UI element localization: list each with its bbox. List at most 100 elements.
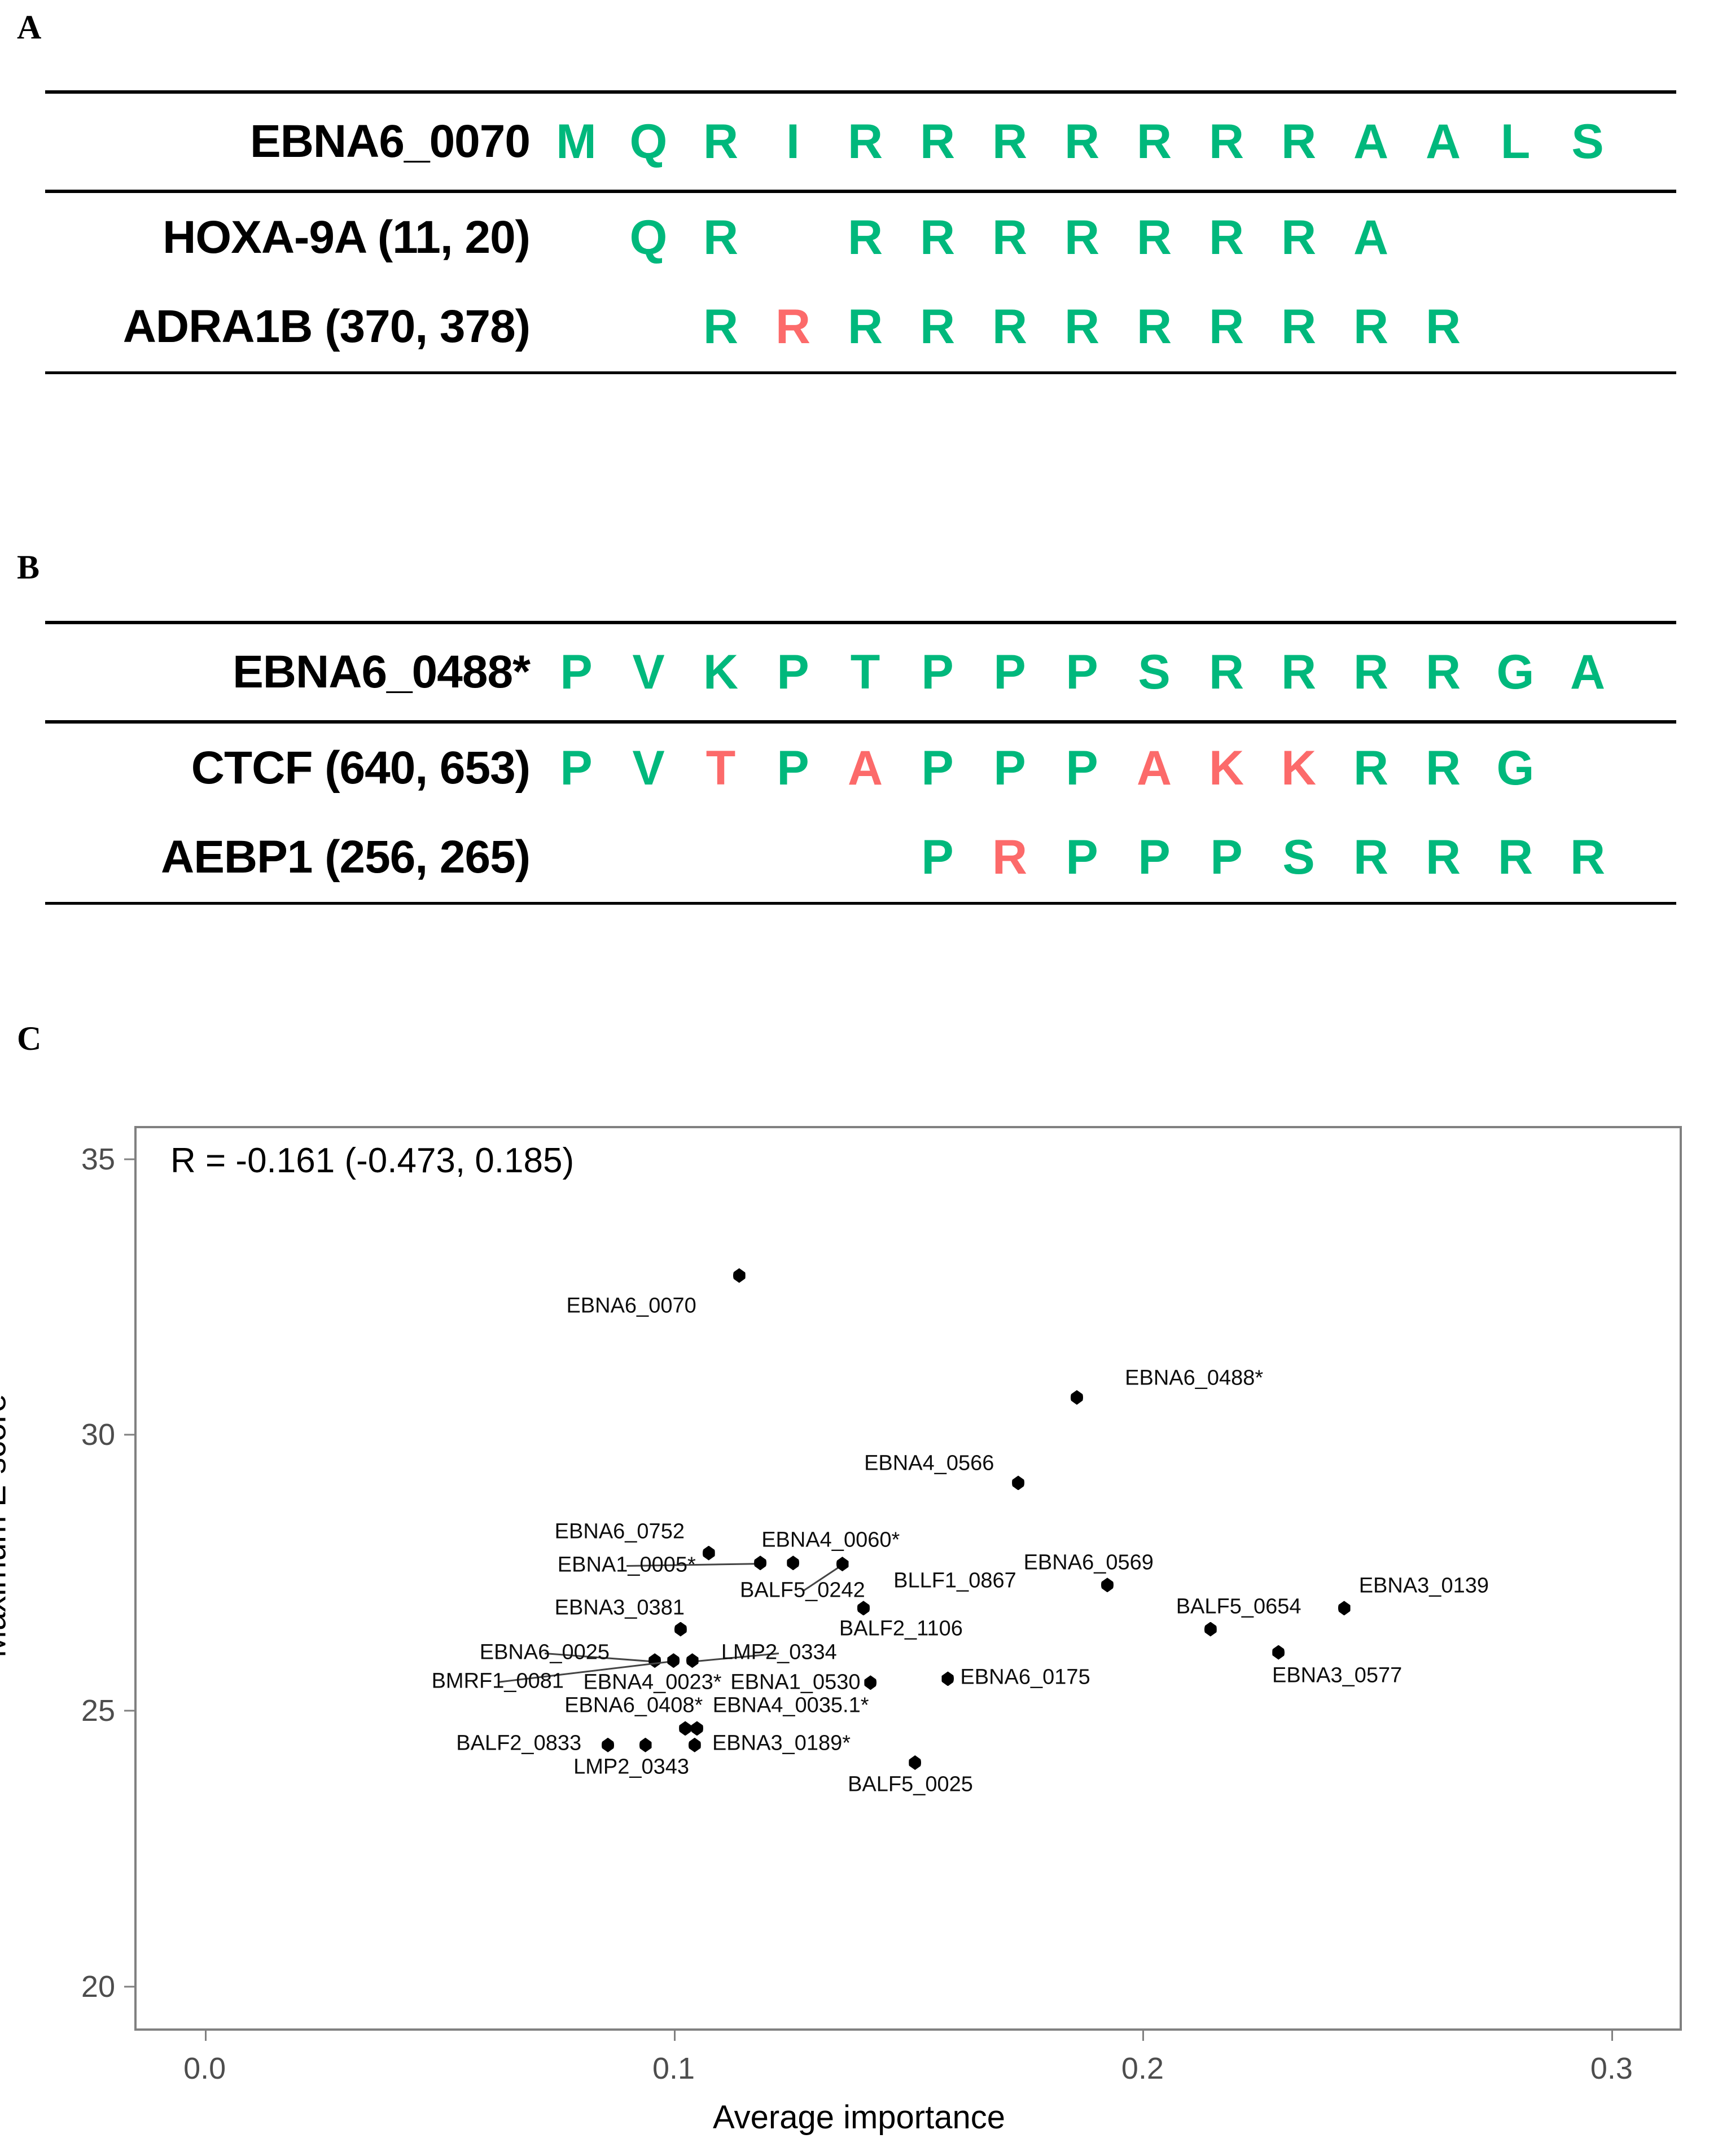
x-tick-label: 0.2 xyxy=(1121,2052,1164,2085)
residue: P xyxy=(993,741,1026,795)
data-point xyxy=(787,1555,800,1571)
point-label: BLLF1_0867 xyxy=(893,1568,1016,1592)
point-label: EBNA6_0408* xyxy=(564,1693,703,1717)
residue: R xyxy=(992,115,1028,169)
residue: R xyxy=(1353,645,1389,699)
point-label: EBNA3_0189* xyxy=(712,1731,851,1755)
data-point xyxy=(754,1555,767,1571)
data-point xyxy=(1012,1475,1025,1491)
data-point xyxy=(857,1601,870,1616)
residue: A xyxy=(1353,211,1389,265)
point-label: EBNA1_0530 xyxy=(730,1670,861,1694)
residue: A xyxy=(1425,115,1461,169)
residue: P xyxy=(1066,645,1098,699)
plot-area: R = -0.161 (-0.473, 0.185) EBNA6_0070 EBN… xyxy=(134,1126,1682,2031)
panel-label-b: B xyxy=(17,549,40,586)
table-rule-bottom xyxy=(45,371,1676,374)
residue: G xyxy=(1496,741,1535,795)
sequence-name: CTCF (640, 653) xyxy=(191,742,531,794)
x-tick-label: 0.0 xyxy=(183,2052,226,2085)
residue: R xyxy=(1425,300,1461,354)
point-label: BALF5_0025 xyxy=(848,1772,973,1796)
residue: L xyxy=(1500,115,1531,169)
y-axis-title: Maximum E-score xyxy=(0,1393,13,1658)
residue: R xyxy=(1208,211,1244,265)
point-label: EBNA6_0070 xyxy=(566,1294,696,1318)
panel-label-c: C xyxy=(17,1020,42,1057)
residue: R xyxy=(847,211,883,265)
residue: I xyxy=(786,115,800,169)
residue: R xyxy=(1281,211,1317,265)
point-label: EBNA3_0577 xyxy=(1272,1663,1403,1688)
residue: R xyxy=(1497,830,1533,884)
data-point xyxy=(733,1268,746,1283)
sequence-name: AEBP1 (256, 265) xyxy=(160,831,531,883)
data-point xyxy=(836,1557,849,1572)
residue: P xyxy=(993,645,1026,699)
x-tick-label: 0.3 xyxy=(1590,2052,1633,2085)
data-point xyxy=(702,1545,715,1561)
data-point xyxy=(1272,1645,1285,1660)
residue: M xyxy=(556,115,597,169)
x-axis-title: Average importance xyxy=(712,2099,1005,2136)
residue: R xyxy=(919,300,956,354)
residue: Q xyxy=(629,115,668,169)
residue: R xyxy=(1353,741,1389,795)
data-point xyxy=(1204,1622,1217,1637)
sequence-name: EBNA6_0488* xyxy=(233,646,531,698)
data-point xyxy=(648,1653,661,1668)
data-point xyxy=(679,1721,692,1736)
data-point xyxy=(864,1675,877,1690)
table-rule-top xyxy=(45,621,1676,624)
residue: P xyxy=(921,741,954,795)
residue: R xyxy=(1353,830,1389,884)
residue: R xyxy=(919,211,956,265)
x-axis: 0.0 0.1 0.2 0.3 xyxy=(134,2031,1682,2085)
residue: Q xyxy=(629,211,668,265)
panel-label-a: A xyxy=(17,8,42,46)
residue: A xyxy=(847,741,883,795)
residue: R xyxy=(703,115,739,169)
residue: P xyxy=(921,645,954,699)
residue: R xyxy=(1425,741,1461,795)
residue: K xyxy=(1208,741,1244,795)
y-tick-mark xyxy=(124,1986,134,1988)
y-tick-label: 25 xyxy=(81,1694,115,1728)
residue: G xyxy=(1496,645,1535,699)
residue: K xyxy=(1281,741,1317,795)
y-tick-mark xyxy=(124,1710,134,1712)
residue: R xyxy=(1208,115,1244,169)
point-label: EBNA4_0023* xyxy=(583,1670,722,1694)
residue: K xyxy=(703,645,739,699)
point-label: LMP2_0334 xyxy=(721,1640,837,1664)
scatter-plot-panel: R = -0.161 (-0.473, 0.185) EBNA6_0070 EBN… xyxy=(0,1061,1718,2156)
residue: R xyxy=(1281,300,1317,354)
point-label: EBNA6_0752 xyxy=(554,1519,685,1544)
residue: R xyxy=(1208,645,1244,699)
y-tick-mark xyxy=(124,1434,134,1436)
residue: S xyxy=(1282,830,1315,884)
residue: P xyxy=(560,645,593,699)
point-label: BALF2_1106 xyxy=(839,1616,963,1641)
residue: R xyxy=(1425,645,1461,699)
y-tick-label: 20 xyxy=(81,1969,115,2004)
point-label: BMRF1_0081 xyxy=(431,1669,564,1693)
data-point xyxy=(909,1755,922,1771)
residue: P xyxy=(1138,830,1171,884)
table-rule-mid xyxy=(45,190,1676,193)
residue: P xyxy=(1210,830,1243,884)
table-rule-bottom xyxy=(45,902,1676,905)
residue: R xyxy=(847,115,883,169)
sequence-name: HOXA-9A (11, 20) xyxy=(163,212,531,263)
point-label: EBNA4_0566 xyxy=(864,1451,994,1475)
residue: T xyxy=(705,741,736,795)
residue: S xyxy=(1571,115,1604,169)
